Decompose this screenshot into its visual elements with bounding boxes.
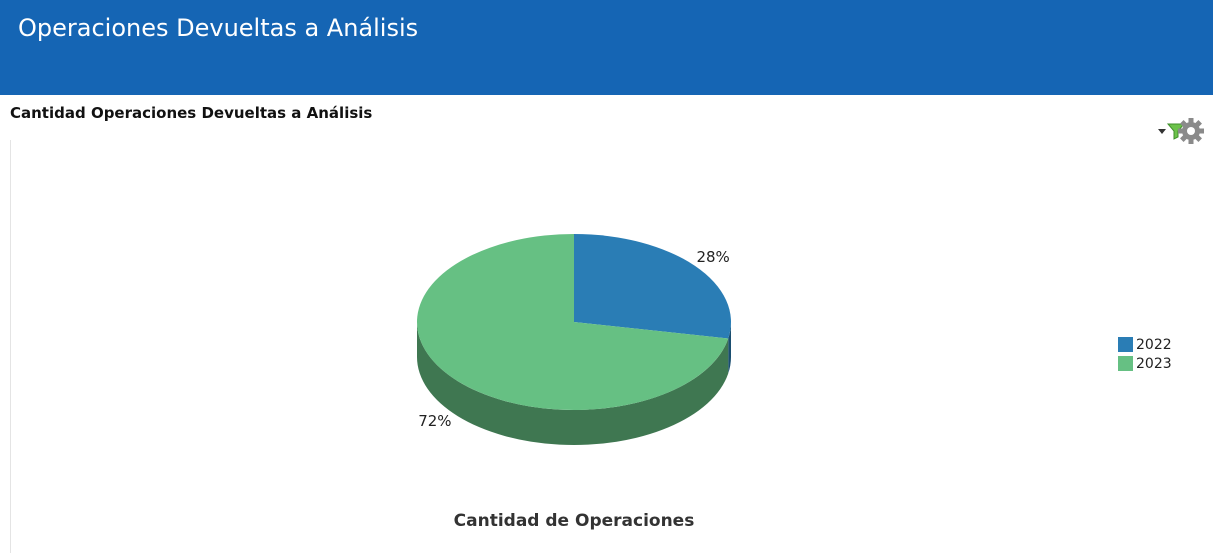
legend-swatch — [1118, 337, 1133, 352]
header-bar: Operaciones Devueltas a Análisis — [0, 0, 1213, 95]
pie-side — [417, 322, 729, 446]
panel-title: Cantidad Operaciones Devueltas a Análisi… — [10, 104, 373, 122]
legend-label: 2023 — [1136, 356, 1172, 372]
data-label: 72% — [418, 412, 451, 430]
pie-side — [728, 322, 731, 374]
legend-swatch — [1118, 356, 1133, 371]
x-axis-label: Cantidad de Operaciones — [454, 511, 695, 531]
settings-gear[interactable] — [1178, 118, 1204, 144]
pie-slice — [574, 234, 731, 339]
pie-slice — [417, 234, 729, 411]
data-label: 28% — [696, 248, 729, 266]
legend-label: 2022 — [1136, 337, 1172, 353]
menu-dropdown[interactable] — [1158, 129, 1166, 134]
page-title: Operaciones Devueltas a Análisis — [18, 14, 419, 42]
